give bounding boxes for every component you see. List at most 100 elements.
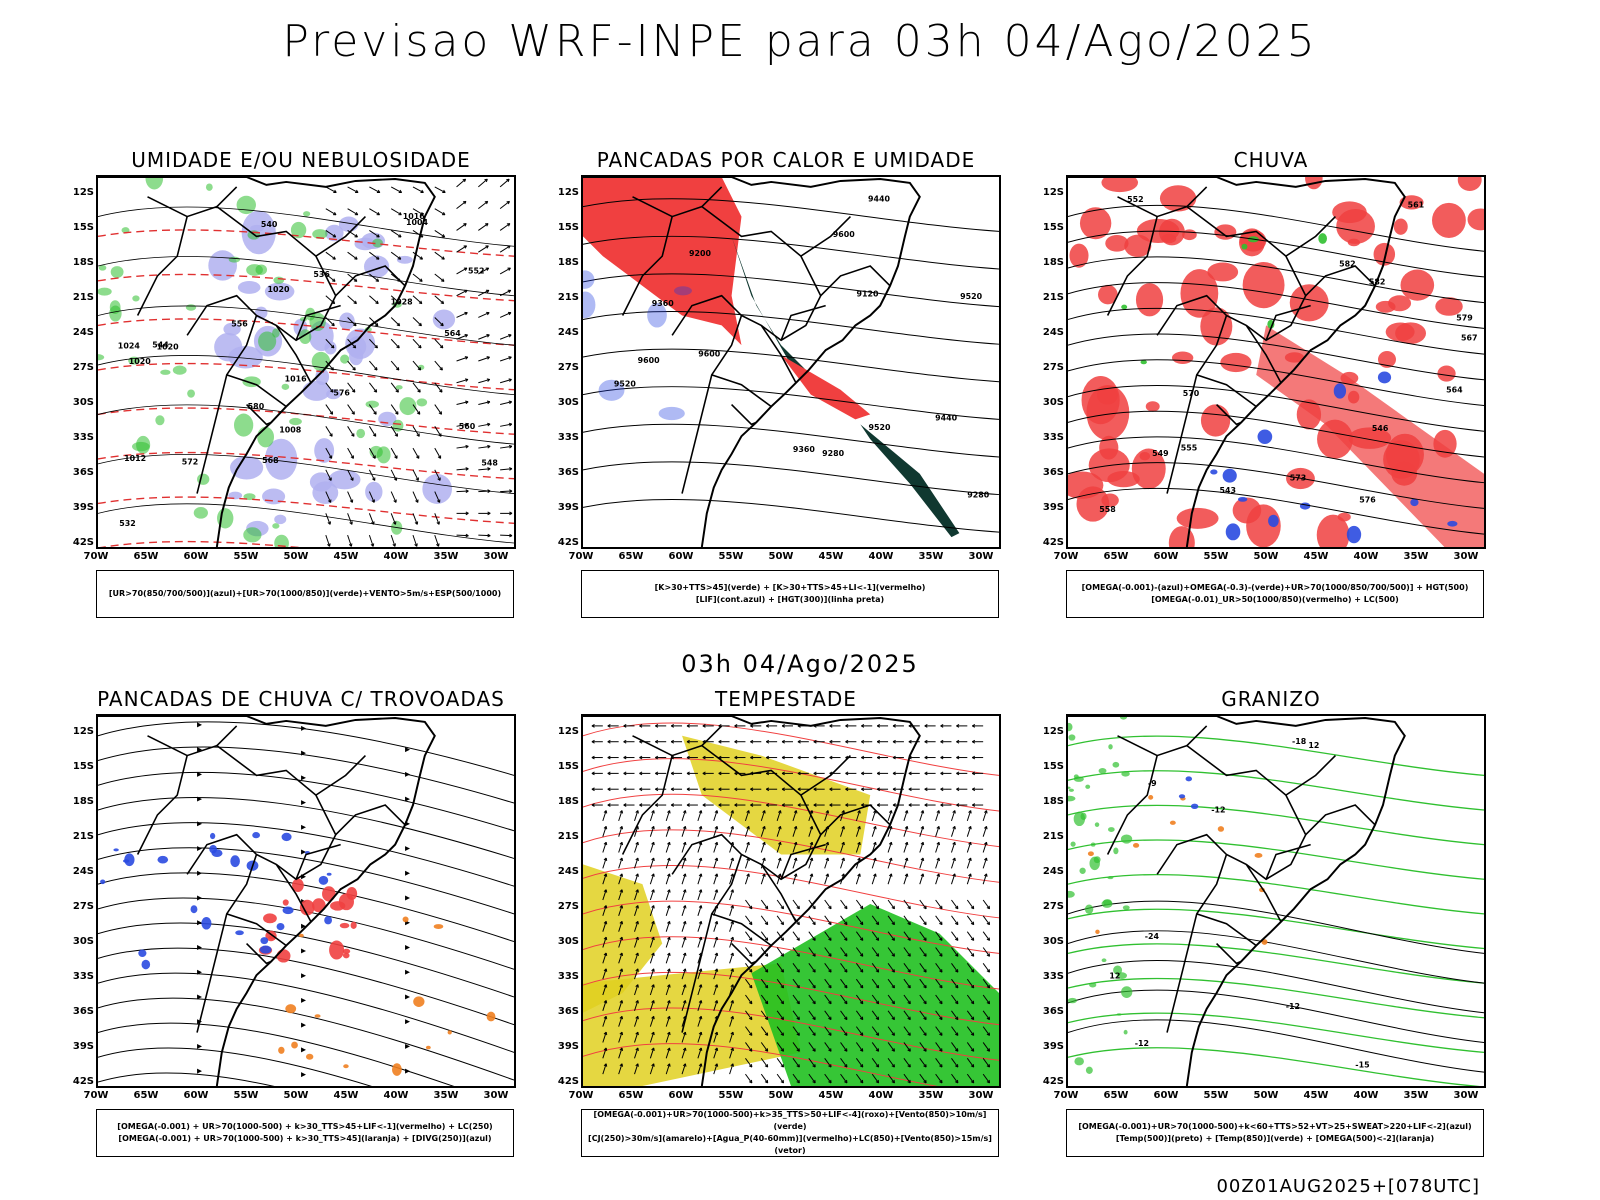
y-tick-label: 12S (557, 187, 579, 198)
map-canvas (98, 716, 514, 1086)
contour-label: 568 (262, 456, 279, 465)
x-tick-label: 45W (818, 551, 844, 562)
contour-label: 1016 (403, 212, 426, 221)
y-tick-label: 21S (1042, 292, 1064, 303)
contour-label: 1020 (157, 342, 180, 351)
x-tick-label: 65W (1103, 1090, 1129, 1101)
x-tick-label: 35W (918, 1090, 944, 1101)
y-tick-label: 15S (72, 222, 94, 233)
main-title: Previsao WRF-INPE para 03h 04/Ago/2025 (282, 16, 1318, 67)
y-tick-label: 42S (72, 537, 94, 548)
y-tick-label: 36S (557, 467, 579, 478)
y-tick-label: 12S (72, 187, 94, 198)
x-tick-label: 70W (83, 551, 109, 562)
x-tick-label: 55W (233, 551, 259, 562)
contour-label: 576 (1359, 495, 1376, 504)
y-tick-label: 33S (557, 971, 579, 982)
contour-label: 552 (468, 267, 485, 276)
y-tick-label: 30S (557, 936, 579, 947)
legend-line: [LIF](cont.azul) + [HGT(300)](linha pret… (695, 595, 885, 604)
map-canvas: 582 579 576 573 570 567 564 561 558 555 552 549 546 5… (1068, 177, 1484, 547)
x-tick-label: 60W (668, 1090, 694, 1101)
contour-label: 543 (1220, 486, 1237, 495)
contour-label: -9 (1148, 779, 1157, 788)
x-tick-label: 35W (433, 551, 459, 562)
y-tick-label: 24S (557, 327, 579, 338)
x-tick-label: 65W (618, 1090, 644, 1101)
panel-legend: [OMEGA(-0.001) + UR>70(1000-500) + k>30_… (96, 1109, 514, 1157)
contour-label: 1024 (118, 341, 141, 350)
contour-label: 546 (1372, 424, 1389, 433)
contour-label: 582 (1369, 278, 1386, 287)
contour-label: 9360 (793, 445, 816, 454)
x-tick-label: 60W (1153, 551, 1179, 562)
contour-label: 9600 (698, 349, 721, 358)
x-tick-label: 50W (1253, 1090, 1279, 1101)
contour-label: 560 (459, 422, 476, 431)
y-tick-label: 21S (557, 292, 579, 303)
x-tick-label: 30W (968, 1090, 994, 1101)
contour-label: -24 (1145, 932, 1160, 941)
y-tick-label: 18S (1042, 796, 1064, 807)
y-tick-label: 30S (72, 936, 94, 947)
contour-label: 573 (1290, 474, 1307, 483)
y-tick-label: 42S (72, 1076, 94, 1087)
y-tick-label: 27S (1042, 901, 1064, 912)
y-tick-label: 27S (1042, 362, 1064, 373)
contour-label: 561 (1408, 200, 1425, 209)
contour-label: 1020 (267, 285, 290, 294)
contour-label: 9520 (960, 292, 983, 301)
contour-label: 582 (1339, 260, 1356, 269)
y-tick-label: 18S (72, 796, 94, 807)
contour-label: -12 (1211, 805, 1225, 814)
y-tick-label: 12S (557, 726, 579, 737)
y-tick-label: 15S (1042, 761, 1064, 772)
contour-label: 9440 (868, 195, 891, 204)
contour-label: 9600 (833, 230, 856, 239)
x-tick-label: 40W (1353, 551, 1379, 562)
contour-label: 544 (152, 340, 169, 349)
x-tick-label: 45W (333, 551, 359, 562)
y-tick-label: 39S (557, 1041, 579, 1052)
x-tick-label: 45W (333, 1090, 359, 1101)
x-tick-label: 40W (868, 551, 894, 562)
panel-legend: [OMEGA(-0.001)+UR>70(1000-500)+k<60+TTS>… (1066, 1109, 1484, 1157)
x-tick-label: 55W (233, 1090, 259, 1101)
x-tick-label: 30W (1453, 551, 1479, 562)
y-tick-label: 21S (1042, 831, 1064, 842)
contour-label: 558 (1099, 505, 1116, 514)
panel-legend: [OMEGA(-0.001)-(azul)+OMEGA(-0.3)-(verde… (1066, 570, 1484, 618)
x-tick-label: 50W (768, 551, 794, 562)
x-tick-label: 65W (618, 551, 644, 562)
x-tick-label: 30W (483, 551, 509, 562)
x-tick-label: 70W (83, 1090, 109, 1101)
y-tick-label: 24S (72, 327, 94, 338)
x-tick-label: 55W (718, 551, 744, 562)
x-tick-label: 60W (183, 1090, 209, 1101)
y-tick-label: 33S (72, 971, 94, 982)
y-tick-label: 12S (1042, 187, 1064, 198)
y-tick-label: 15S (557, 761, 579, 772)
x-tick-label: 60W (668, 551, 694, 562)
x-tick-label: 40W (383, 551, 409, 562)
legend-line: [K>30+TTS>45](verde) + [K>30+TTS>45+LI<-… (654, 583, 926, 592)
x-tick-label: 35W (1403, 551, 1429, 562)
forecast-map (96, 714, 516, 1088)
x-tick-label: 40W (383, 1090, 409, 1101)
x-tick-label: 50W (283, 1090, 309, 1101)
x-tick-label: 30W (1453, 1090, 1479, 1101)
y-tick-label: 18S (1042, 257, 1064, 268)
contour-label: 567 (1461, 333, 1478, 342)
contour-label: 579 (1456, 313, 1473, 322)
contour-label: 556 (231, 320, 248, 329)
forecast-map: 1020 1016 1020 1024 1028 1020 1016 1012 1008 1004… (96, 175, 516, 549)
y-tick-label: 33S (72, 432, 94, 443)
panel-legend: [K>30+TTS>45](verde) + [K>30+TTS>45+LI<-… (581, 570, 999, 618)
y-tick-label: 21S (72, 292, 94, 303)
legend-line: [OMEGA(-0.001) + UR>70(1000-500) + k>30_… (118, 1134, 492, 1143)
panel-title: GRANIZO (1221, 687, 1321, 711)
contour-label: 536 (313, 270, 330, 279)
y-tick-label: 39S (72, 1041, 94, 1052)
contour-label: 555 (1181, 444, 1198, 453)
x-tick-label: 50W (1253, 551, 1279, 562)
